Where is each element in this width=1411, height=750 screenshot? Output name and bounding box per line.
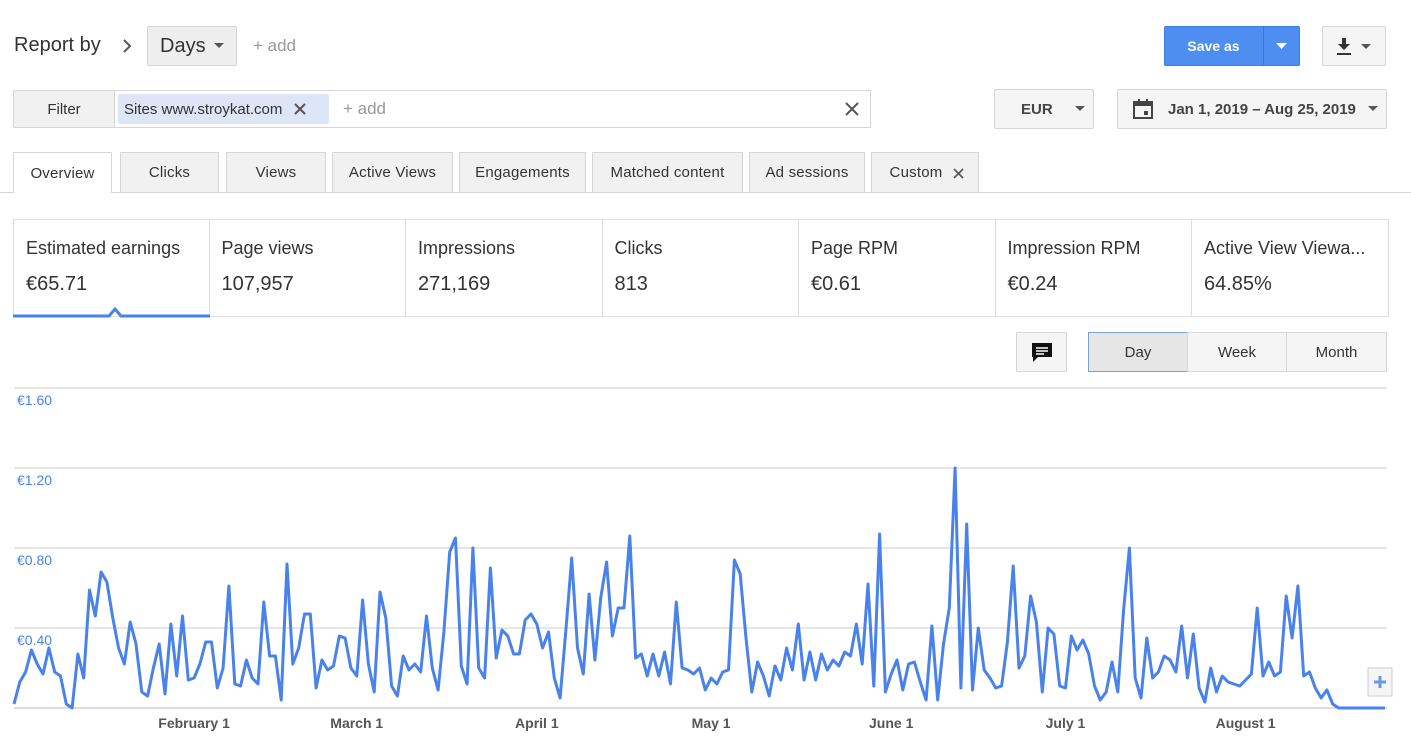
tab-close-icon[interactable] xyxy=(953,168,964,179)
y-tick-label: €0.80 xyxy=(17,552,52,568)
report-by-label: Report by xyxy=(14,34,101,56)
divider xyxy=(1263,27,1264,65)
y-tick-label: €1.60 xyxy=(17,392,52,408)
tab[interactable]: Overview xyxy=(13,152,112,193)
currency-value: EUR xyxy=(1021,100,1053,118)
metric-value: €0.61 xyxy=(811,273,862,295)
metric-card[interactable]: Clicks 813 xyxy=(602,219,799,317)
metric-value: 64.85% xyxy=(1204,273,1272,295)
tab-label: Custom xyxy=(889,164,943,181)
annotation-button[interactable] xyxy=(1016,332,1067,372)
x-tick-label: August 1 xyxy=(1216,715,1276,731)
metric-label: Estimated earnings xyxy=(26,238,181,258)
metric-card[interactable]: Page views 107,957 xyxy=(209,219,406,317)
y-tick-label: €0.40 xyxy=(17,632,52,648)
tab[interactable]: Active Views xyxy=(332,152,453,192)
tabs-baseline xyxy=(0,192,1411,193)
metric-label: Impression RPM xyxy=(1007,238,1141,258)
dropdown-icon xyxy=(1367,106,1378,111)
metric-label: Clicks xyxy=(614,238,663,258)
dropdown-icon xyxy=(1074,106,1085,111)
calendar-icon xyxy=(1133,99,1153,119)
metric-value: €65.71 xyxy=(26,273,88,295)
series-line xyxy=(12,466,1385,710)
chart: €0.40 €0.80 €1.20 €1.60 February 1 March 1 Apr… xyxy=(12,387,1393,731)
filter-chip[interactable]: Sites www.stroykat.com xyxy=(118,94,329,124)
x-tick-label: February 1 xyxy=(158,715,230,731)
metric-card[interactable]: Page RPM €0.61 xyxy=(799,219,996,317)
tab[interactable]: Ad sessions xyxy=(749,152,865,192)
metric-label: Page views xyxy=(221,238,314,258)
tab[interactable]: Custom xyxy=(871,152,979,192)
metric-card[interactable]: Estimated earnings €65.71 xyxy=(13,219,210,317)
granularity-button[interactable]: Week xyxy=(1187,332,1287,372)
dropdown-icon xyxy=(213,43,224,48)
metric-value: €0.24 xyxy=(1007,273,1058,295)
chevron-icon xyxy=(123,39,132,53)
save-button-group xyxy=(1164,26,1300,66)
save-dropdown[interactable] xyxy=(1276,43,1287,50)
metric-value: 271,169 xyxy=(418,273,491,295)
x-tick-label: April 1 xyxy=(515,715,559,731)
filter-text: Filter xyxy=(47,100,81,118)
tab[interactable]: Engagements xyxy=(459,152,586,192)
comment-icon xyxy=(1031,343,1052,362)
filter-label[interactable]: Filter xyxy=(13,90,115,128)
metric-label: Impressions xyxy=(418,238,516,258)
x-tick-label: March 1 xyxy=(330,715,383,731)
date-range-select[interactable]: Jan 1, 2019 – Aug 25, 2019 xyxy=(1117,89,1387,129)
tab[interactable]: Clicks xyxy=(120,152,219,192)
save-as-button[interactable]: Save as xyxy=(1187,38,1240,54)
add-filter[interactable]: + add xyxy=(343,99,387,118)
metric-value: 813 xyxy=(614,273,648,295)
metric-value: 107,957 xyxy=(221,273,294,295)
tab[interactable]: Matched content xyxy=(592,152,743,192)
active-card-indicator xyxy=(13,306,210,318)
plus-icon xyxy=(1374,676,1386,688)
x-tick-label: June 1 xyxy=(869,715,914,731)
download-button[interactable] xyxy=(1322,26,1386,66)
metric-label: Active View Viewa... xyxy=(1204,238,1366,258)
granularity-button[interactable]: Month xyxy=(1286,332,1387,372)
date-range-text: Jan 1, 2019 – Aug 25, 2019 xyxy=(1168,100,1356,118)
currency-select[interactable]: EUR xyxy=(994,89,1094,129)
x-tick-label: July 1 xyxy=(1046,715,1086,731)
add-dimension[interactable]: + add xyxy=(253,36,297,55)
dimension-select[interactable]: Days xyxy=(147,26,237,66)
granularity-button[interactable]: Day xyxy=(1088,332,1188,372)
metric-card[interactable]: Impression RPM €0.24 xyxy=(995,219,1192,317)
filter-chip-text: Sites www.stroykat.com xyxy=(124,100,283,118)
tab[interactable]: Views xyxy=(226,152,326,192)
y-tick-label: €1.20 xyxy=(17,472,52,488)
metric-label: Page RPM xyxy=(811,238,899,258)
clear-filter-icon[interactable] xyxy=(845,102,859,116)
download-icon xyxy=(1337,38,1371,55)
x-tick-label: May 1 xyxy=(692,715,731,731)
chip-close-icon[interactable] xyxy=(294,103,307,115)
metric-card[interactable]: Active View Viewa... 64.85% xyxy=(1192,219,1389,317)
metric-card[interactable]: Impressions 271,169 xyxy=(406,219,603,317)
dimension-value: Days xyxy=(160,34,206,57)
